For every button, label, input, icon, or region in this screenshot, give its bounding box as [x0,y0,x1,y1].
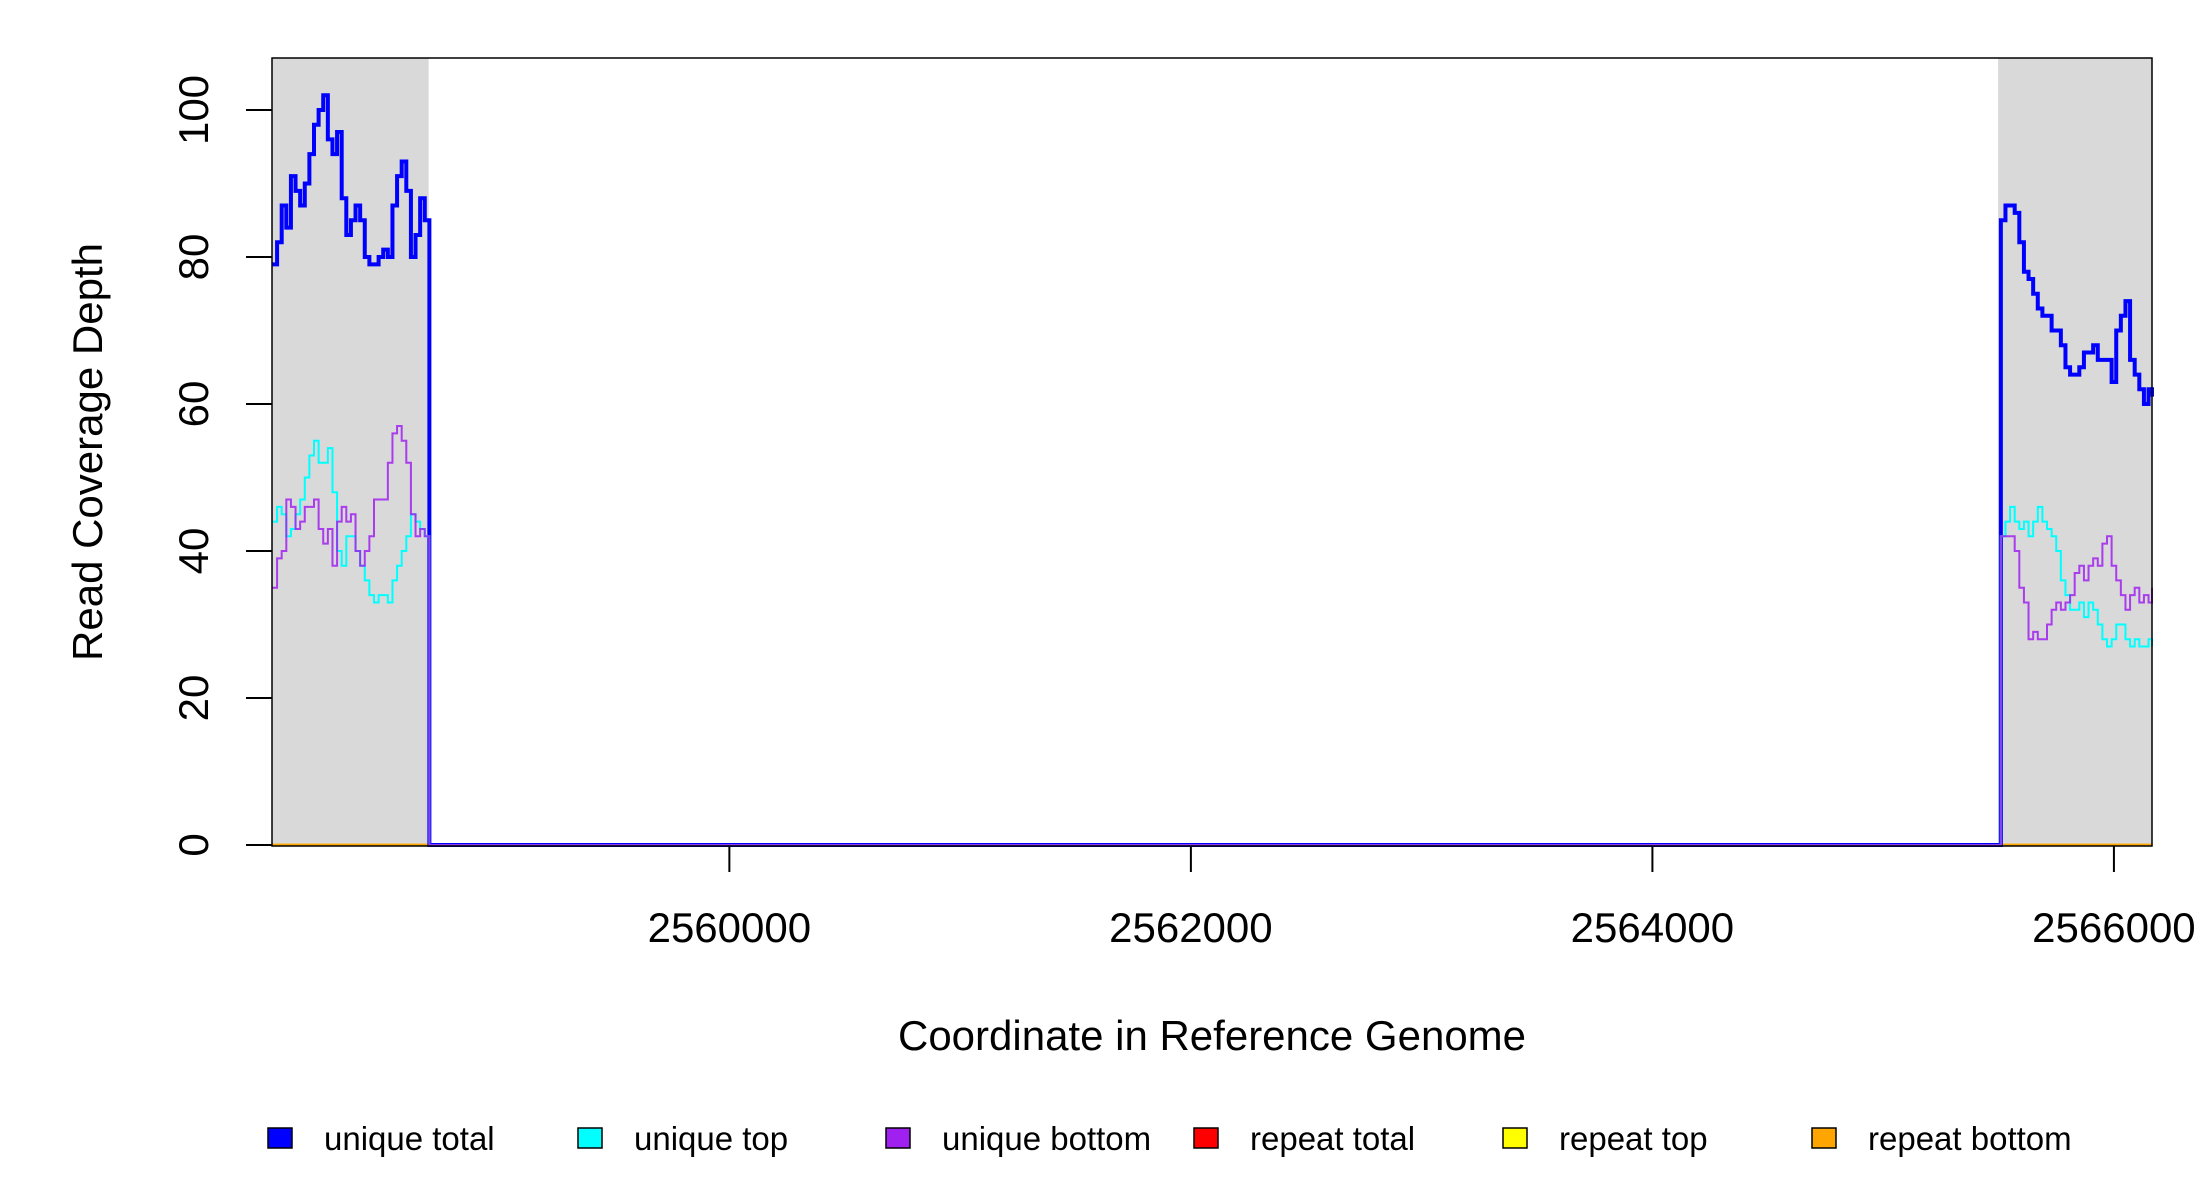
x-tick-label: 2560000 [648,904,812,951]
series-unique-bottom [272,425,2153,846]
y-tick-label: 80 [170,234,217,281]
y-axis-title: Read Coverage Depth [64,243,111,661]
legend-swatch [1193,1127,1219,1149]
shaded-region-2 [1998,58,2152,846]
legend-swatch [885,1127,911,1149]
legend-swatch [267,1127,293,1149]
legend-label: unique total [324,1120,495,1157]
x-tick-label: 2562000 [1109,904,1273,951]
x-tick-label: 2564000 [1571,904,1735,951]
legend-item: unique total [267,1120,495,1157]
y-tick-label: 0 [170,833,217,856]
legend-item: repeat total [1193,1120,1415,1157]
series-unique-top [272,439,2153,846]
y-tick-label: 40 [170,528,217,575]
x-tick-label: 2566000 [2032,904,2196,951]
legend-label: repeat total [1250,1120,1415,1157]
legend-label: unique top [634,1120,788,1157]
legend-swatch [1502,1127,1528,1149]
legend: unique total unique top unique bottom repea… [267,1120,2072,1157]
legend-label: unique bottom [942,1120,1151,1157]
legend-label: repeat top [1559,1120,1708,1157]
series-unique-total [272,93,2154,847]
y-tick-label: 100 [170,75,217,145]
legend-swatch [1811,1127,1837,1149]
legend-swatch [577,1127,603,1149]
y-tick-label: 20 [170,675,217,722]
x-axis-title: Coordinate in Reference Genome [898,1012,1526,1059]
legend-item: repeat top [1502,1120,1708,1157]
legend-item: unique top [577,1120,788,1157]
legend-label: repeat bottom [1868,1120,2072,1157]
legend-item: unique bottom [885,1120,1151,1157]
legend-item: repeat bottom [1811,1120,2072,1157]
plot-frame [271,57,2153,847]
y-tick-label: 60 [170,381,217,428]
